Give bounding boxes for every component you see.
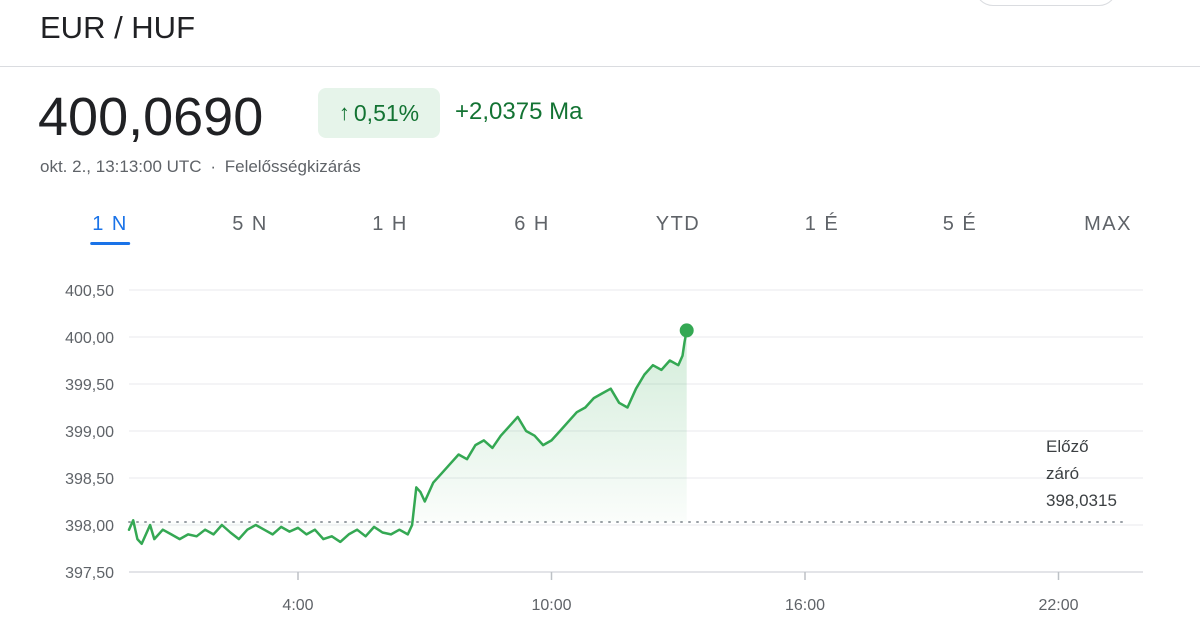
tab-1-year[interactable]: 1 É [804, 213, 840, 235]
current-value-dot [679, 323, 694, 338]
tab-6-months[interactable]: 6 H [514, 213, 550, 235]
page-header: EUR / HUF [0, 0, 1200, 67]
arrow-up-icon: ↑ [338, 100, 350, 125]
tab-5-years[interactable]: 5 É [942, 213, 978, 235]
y-tick-label: 397,50 [65, 565, 114, 582]
quote-meta: okt. 2., 13:13:00 UTC · Felelősségkizárá… [40, 157, 361, 177]
previous-close-label: 398,0315 [1046, 491, 1117, 510]
tab-1-month[interactable]: 1 H [372, 213, 408, 235]
previous-close-label: Előző [1046, 437, 1089, 456]
tab-1-day[interactable]: 1 N [90, 205, 130, 245]
y-tick-label: 398,00 [65, 518, 114, 535]
percent-change-value: 0,51% [353, 99, 420, 126]
x-tick-label: 4:00 [282, 597, 313, 614]
series-area-fill [129, 330, 687, 544]
x-tick-label: 10:00 [531, 597, 571, 614]
x-tick-label: 16:00 [785, 597, 825, 614]
absolute-change: +2,0375 Ma [455, 98, 583, 125]
y-tick-label: 400,00 [65, 330, 114, 347]
tab-max[interactable]: MAX [1084, 213, 1132, 235]
price-chart: 400,50 400,00 399,50 399,00 398,50 398,00 397,… [65, 283, 1143, 614]
percent-change-badge: ↑ 0,51% [318, 88, 440, 138]
quote-timestamp: okt. 2., 13:13:00 UTC [40, 157, 202, 176]
y-tick-label: 399,50 [65, 377, 114, 394]
y-tick-label: 400,50 [65, 283, 114, 300]
current-price: 400,0690 [38, 87, 264, 147]
time-range-tabs: 1 N 5 N 1 H 6 H YTD 1 É 5 É MAX [0, 205, 1200, 245]
header-pill-button[interactable] [975, 0, 1117, 6]
y-tick-label: 398,50 [65, 471, 114, 488]
x-tick-label: 22:00 [1038, 597, 1078, 614]
tab-5-days[interactable]: 5 N [232, 213, 268, 235]
currency-pair-title: EUR / HUF [40, 10, 195, 45]
series-line [127, 329, 688, 546]
disclaimer-link[interactable]: Felelősségkizárás [224, 157, 361, 176]
meta-separator: · [210, 157, 216, 176]
y-tick-label: 399,00 [65, 424, 114, 441]
tab-ytd[interactable]: YTD [655, 213, 701, 235]
previous-close-label: záró [1046, 464, 1079, 483]
